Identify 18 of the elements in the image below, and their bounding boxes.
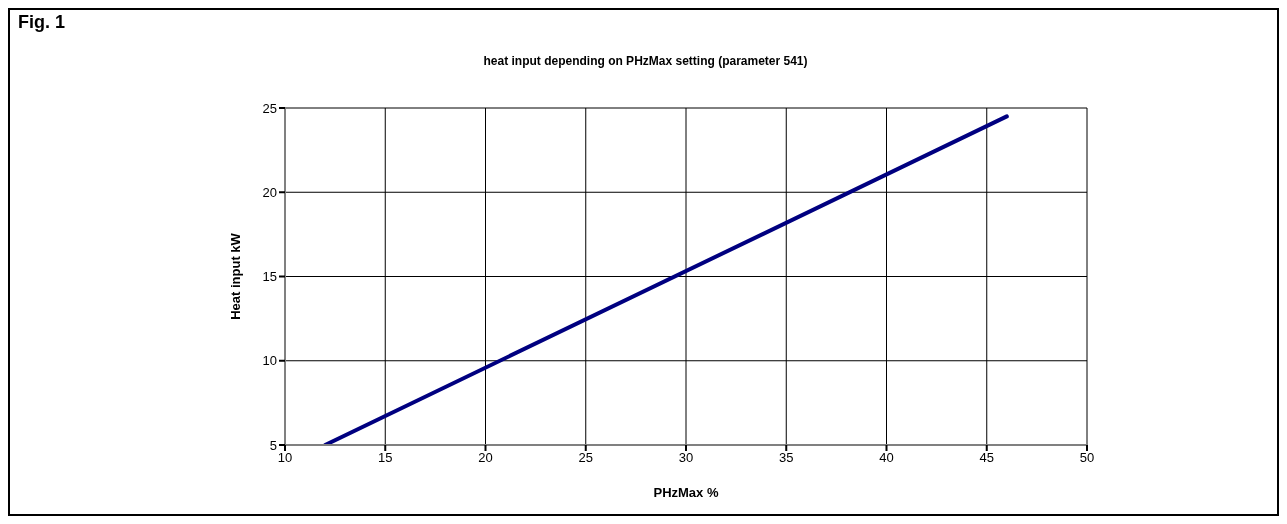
x-tick-label: 35	[779, 450, 794, 466]
y-axis-title: Heat input kW	[227, 232, 243, 320]
y-tick-label: 20	[262, 184, 277, 200]
x-tick-label: 50	[1079, 450, 1095, 466]
y-tick-label: 10	[262, 353, 277, 369]
x-tick-label: 40	[879, 450, 894, 466]
x-tick-label: 45	[979, 450, 994, 466]
x-tick-label: 10	[277, 450, 293, 466]
y-tick-label: 15	[262, 269, 277, 285]
y-tick-label: 5	[269, 437, 277, 453]
x-tick-label: 20	[478, 450, 493, 466]
x-tick-label: 15	[378, 450, 393, 466]
x-axis-title: PHzMax %	[653, 485, 719, 500]
caption: Fig. 1	[18, 12, 66, 33]
chart-title: heat input depending on PHzMax setting (parameter 541)	[482, 54, 809, 68]
x-tick-label: 25	[578, 450, 593, 466]
x-tick-label: 30	[678, 450, 694, 466]
y-tick-label: 25	[262, 100, 277, 116]
